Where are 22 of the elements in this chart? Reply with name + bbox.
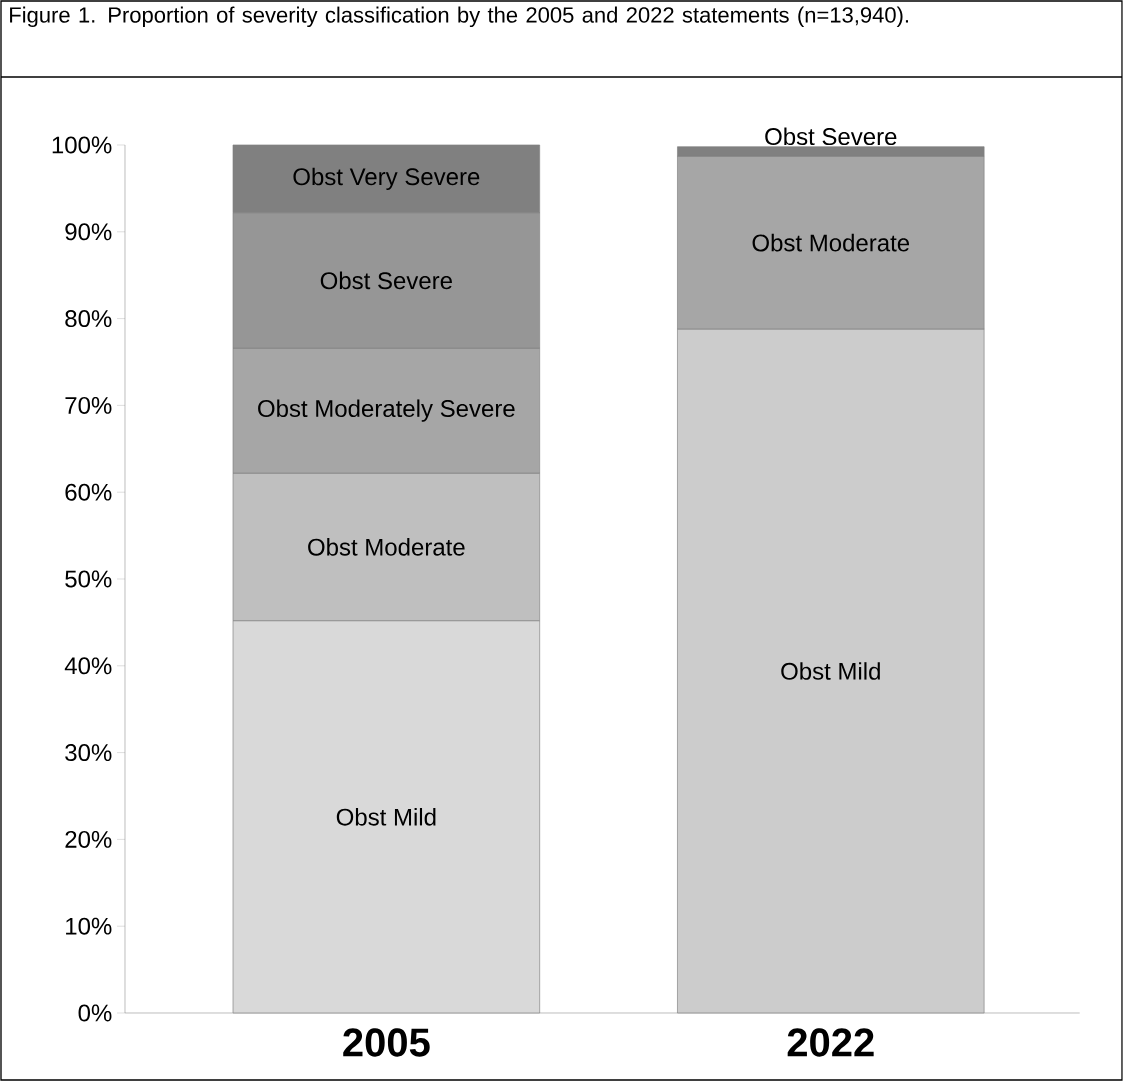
series-label: Obst Severe (765, 127, 897, 146)
text: Obst Moderate (752, 233, 910, 252)
text: Obst Mild (336, 808, 436, 826)
x-tick-label: 2005 (343, 1028, 430, 1057)
series-label: Obst Mild (781, 662, 880, 680)
y-tick-label: 60% (65, 483, 112, 501)
y-tick-label: 20% (65, 830, 112, 848)
y-tick-label: 100% (52, 136, 112, 154)
series-label: Obst Moderately Severe (258, 399, 515, 422)
series-label: Obst Moderate (308, 538, 465, 556)
y-tick-label: 40% (64, 657, 112, 675)
y-tick-label: 50% (65, 570, 112, 588)
y-tick-label: 10% (66, 917, 112, 935)
text: Obst Severe (320, 271, 452, 290)
chart-title: Figure 1. Proportion of severity classification by the 2005 and 2022 statements (n=13,940). (10, 6, 909, 28)
y-tick-label: 0% (78, 1004, 112, 1022)
series-label: Obst Very Severe (293, 167, 480, 191)
x-tick-label: 2022 (787, 1028, 874, 1057)
y-tick-label: 80% (65, 310, 112, 328)
y-tick-label: 30% (65, 744, 112, 762)
y-tick-label: 70% (65, 396, 112, 414)
y-tick-label: 90% (65, 223, 112, 241)
